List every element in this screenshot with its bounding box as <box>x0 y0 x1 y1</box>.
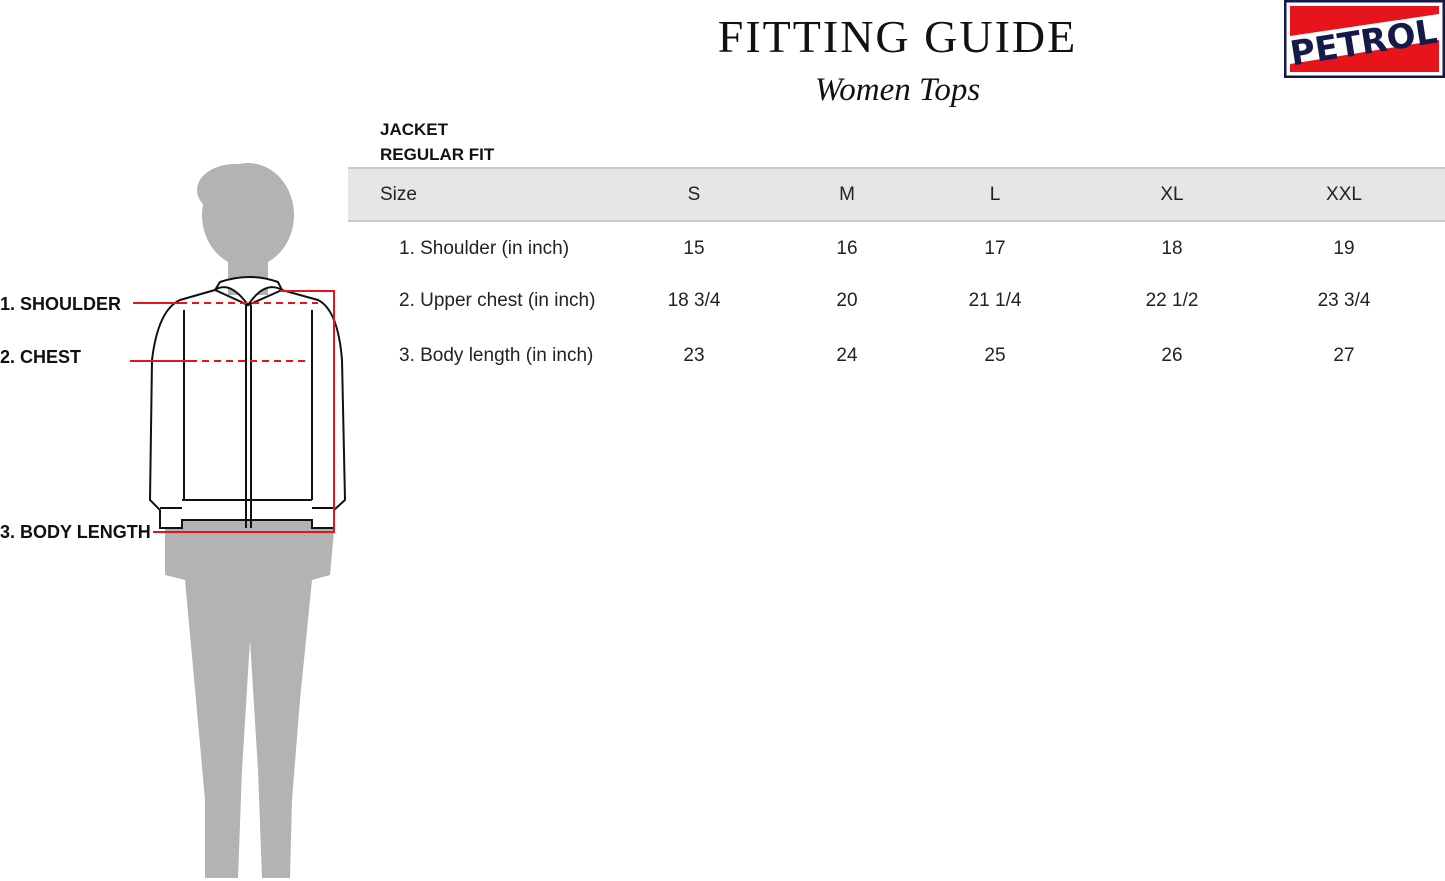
cell: 17 <box>984 238 1006 259</box>
header-xl: XL <box>1160 184 1184 205</box>
size-table-header: Size S M L XL XXL <box>348 167 1445 222</box>
cell: 22 1/2 <box>1145 290 1199 311</box>
cell: 24 <box>836 345 858 366</box>
jacket-drawing <box>148 276 347 529</box>
row-label: 3. Body length (in inch) <box>399 345 594 366</box>
chest-label: 2. CHEST <box>0 347 82 367</box>
header-xxl: XXL <box>1326 184 1362 205</box>
cell: 20 <box>836 290 858 311</box>
product-fit: REGULAR FIT <box>380 145 495 164</box>
cell: 18 <box>1161 238 1183 259</box>
shoulder-label: 1. SHOULDER <box>0 294 122 314</box>
cell: 15 <box>683 238 705 259</box>
cell: 21 1/4 <box>968 290 1022 311</box>
cell: 27 <box>1333 345 1355 366</box>
cell: 26 <box>1161 345 1183 366</box>
measure-lines <box>130 290 335 533</box>
row-label: 2. Upper chest (in inch) <box>399 290 596 311</box>
page-title: FITTING GUIDE <box>717 11 1078 62</box>
cell: 25 <box>984 345 1006 366</box>
jacket-figure <box>130 163 347 878</box>
cell: 23 3/4 <box>1317 290 1371 311</box>
body-length-label: 3. BODY LENGTH <box>0 522 151 542</box>
petrol-logo: PETROL <box>1284 0 1445 78</box>
cell: 19 <box>1333 238 1355 259</box>
header-size: Size <box>380 184 417 205</box>
cell: 18 3/4 <box>667 290 721 311</box>
cell: 23 <box>683 345 705 366</box>
row-label: 1. Shoulder (in inch) <box>399 238 570 259</box>
header-l: L <box>989 184 1001 205</box>
woman-silhouette <box>165 163 335 878</box>
header-m: M <box>839 184 855 205</box>
page-subtitle: Women Tops <box>814 72 981 108</box>
product-type: JACKET <box>380 120 449 139</box>
cell: 16 <box>836 238 858 259</box>
header-s: S <box>687 184 701 205</box>
